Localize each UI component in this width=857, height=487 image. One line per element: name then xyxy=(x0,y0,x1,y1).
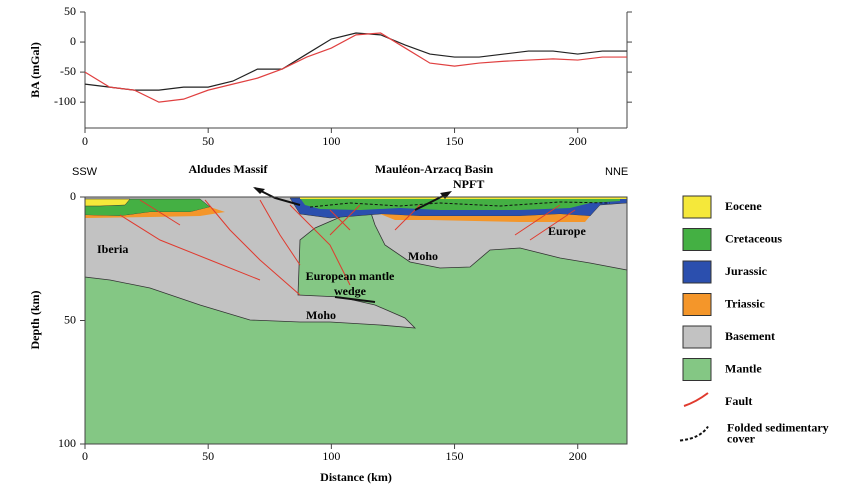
legend-swatch xyxy=(684,393,708,406)
x-tick-label: 100 xyxy=(322,449,340,463)
x-tick-label: 50 xyxy=(202,449,214,463)
legend-label: Fault xyxy=(725,394,752,408)
legend-swatch xyxy=(680,427,708,441)
y-tick-label: -50 xyxy=(60,64,76,78)
x-tick-label: 150 xyxy=(446,134,464,148)
y-tick-label: 0 xyxy=(70,34,76,48)
eocene-area xyxy=(85,199,130,206)
annotation: SSW xyxy=(72,166,98,178)
annotation: Mauléon-Arzacq Basin xyxy=(375,162,494,176)
series-line xyxy=(85,33,627,90)
legend-swatch xyxy=(683,326,711,348)
legend-label: Basement xyxy=(725,329,775,343)
legend-label: Cretaceous xyxy=(725,231,782,245)
annotation: Europe xyxy=(548,224,586,238)
y-tick-label: -100 xyxy=(54,94,76,108)
legend-label: Eocene xyxy=(725,199,762,213)
x-tick-label: 0 xyxy=(82,134,88,148)
y-tick-label: 50 xyxy=(64,312,76,326)
legend-label: Triassic xyxy=(725,296,765,310)
x-tick-label: 200 xyxy=(569,449,587,463)
x-tick-label: 150 xyxy=(446,449,464,463)
annotation: Aldudes Massif xyxy=(188,162,268,176)
annotation: NPFT xyxy=(453,177,484,191)
x-axis-label: Distance (km) xyxy=(320,470,392,484)
legend-swatch xyxy=(683,294,711,316)
legend-label: Mantle xyxy=(725,361,762,375)
x-tick-label: 50 xyxy=(202,134,214,148)
legend-swatch xyxy=(683,196,711,218)
annotation: Moho xyxy=(306,308,336,322)
legend-swatch xyxy=(683,359,711,381)
annotation: Iberia xyxy=(97,242,128,256)
y-axis-label: Depth (km) xyxy=(28,290,42,349)
y-axis-label: BA (mGal) xyxy=(28,42,42,98)
y-tick-label: 0 xyxy=(70,189,76,203)
series-line xyxy=(85,33,627,102)
legend-swatch xyxy=(683,261,711,283)
figure: SSW NNE Aldudes Massif Mauléon-Arzacq Ba… xyxy=(0,0,857,487)
y-tick-label: 100 xyxy=(58,436,76,450)
annotation: NNE xyxy=(605,166,628,178)
legend-label: Jurassic xyxy=(725,264,768,278)
x-tick-label: 200 xyxy=(569,134,587,148)
x-tick-label: 100 xyxy=(322,134,340,148)
x-tick-label: 0 xyxy=(82,449,88,463)
y-tick-label: 50 xyxy=(64,4,76,18)
legend-swatch xyxy=(683,229,711,251)
annotation: Moho xyxy=(408,249,438,263)
